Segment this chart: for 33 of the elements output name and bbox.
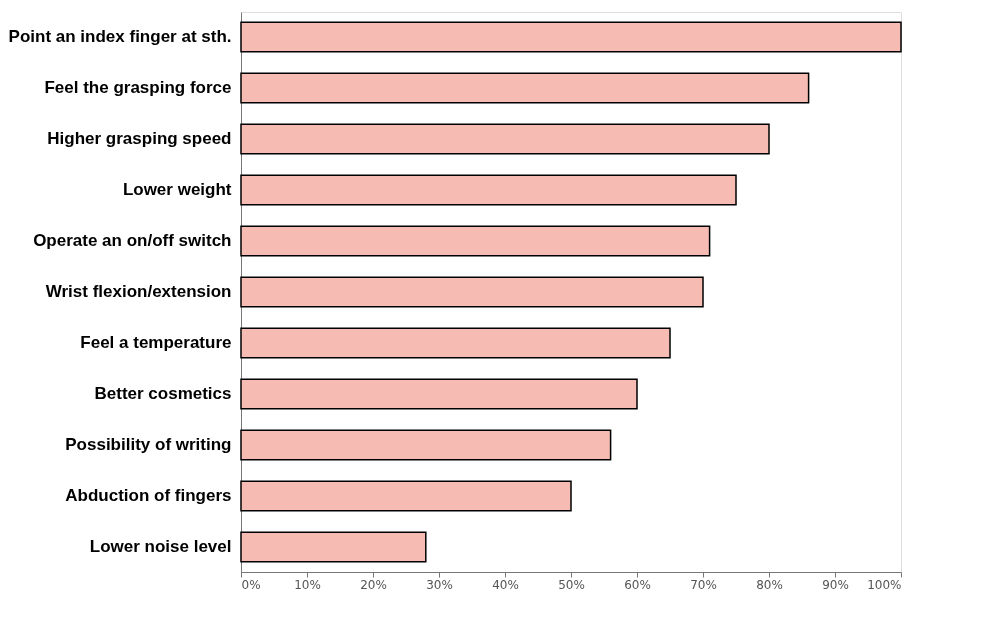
x-tick-label: 10% xyxy=(294,577,321,592)
y-tick-label: Wrist flexion/extension xyxy=(45,282,232,301)
x-tick-label: 30% xyxy=(426,577,453,592)
bar xyxy=(240,123,770,155)
bar xyxy=(240,378,638,410)
y-tick-label: Feel a temperature xyxy=(80,333,232,352)
x-tick-label: 70% xyxy=(690,577,717,592)
x-tick-label: 20% xyxy=(360,577,387,592)
bar xyxy=(240,480,572,512)
bar xyxy=(240,225,711,257)
x-tick-label: 100% xyxy=(867,577,902,592)
y-tick-label: Point an index finger at sth. xyxy=(8,26,232,46)
y-tick-label: Lower weight xyxy=(122,180,232,199)
x-tick-label: 0% xyxy=(241,577,261,592)
bar xyxy=(240,21,902,53)
y-tick-label: Better cosmetics xyxy=(94,384,232,403)
x-tick-label: 60% xyxy=(624,577,651,592)
bar xyxy=(240,327,671,359)
bar xyxy=(240,429,612,461)
y-tick-label: Lower noise level xyxy=(89,537,232,557)
x-tick-label: 40% xyxy=(492,577,519,592)
bar xyxy=(240,531,427,563)
x-tick-label: 90% xyxy=(822,577,849,592)
x-tick-label: 50% xyxy=(558,577,585,592)
y-tick-label: Higher grasping speed xyxy=(47,128,232,148)
y-tick-label: Feel the grasping force xyxy=(44,77,232,97)
x-tick-label: 80% xyxy=(756,577,783,592)
bar xyxy=(240,72,810,104)
bar xyxy=(240,174,737,206)
bar xyxy=(240,276,704,308)
y-tick-label: Abduction of fingers xyxy=(65,486,232,506)
y-tick-label: Operate an on/off switch xyxy=(33,231,232,250)
y-tick-label: Possibility of writing xyxy=(65,435,232,455)
